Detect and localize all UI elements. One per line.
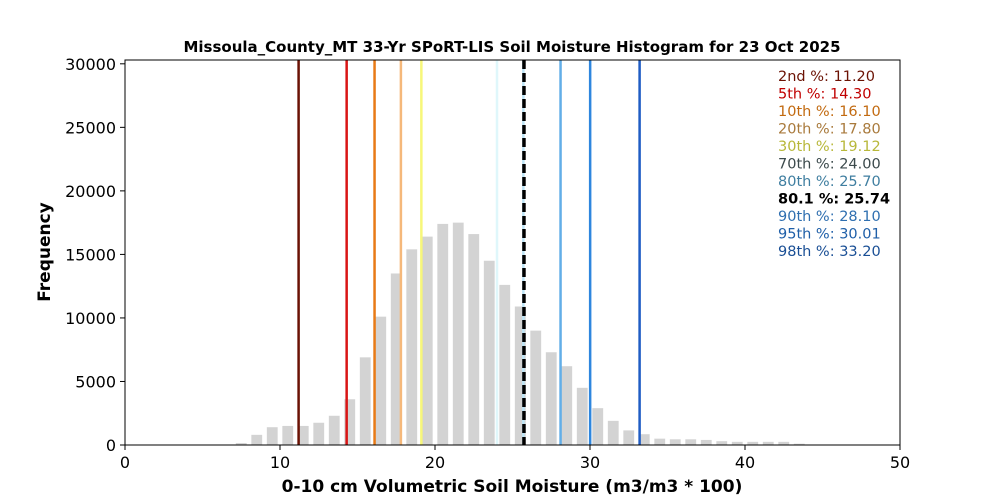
histogram-bar <box>685 439 697 445</box>
histogram-bar <box>452 222 464 445</box>
histogram-bar <box>313 422 325 445</box>
histogram-bar <box>483 260 495 445</box>
histogram-bar <box>421 236 433 445</box>
percentile-legend-entry: 80th %: 25.70 <box>778 174 881 190</box>
histogram-bar <box>607 420 619 445</box>
histogram-bar <box>747 441 759 445</box>
y-tick-label: 20000 <box>65 182 116 201</box>
plot-frame <box>124 59 901 446</box>
histogram-bar <box>514 306 526 445</box>
histogram-bar <box>251 434 263 445</box>
bars-layer <box>235 222 805 445</box>
percentile-lines-layer <box>297 60 641 445</box>
histogram-bar <box>592 408 604 445</box>
histogram-bar <box>390 273 402 445</box>
y-tick-label: 25000 <box>65 118 116 137</box>
histogram-bar <box>235 443 247 445</box>
histogram-bar <box>700 439 712 445</box>
histogram-bar <box>359 357 371 445</box>
y-tick-label: 30000 <box>65 55 116 74</box>
histogram-bar <box>468 234 480 445</box>
histogram-bar <box>669 439 681 445</box>
percentile-legend-entry: 98th %: 33.20 <box>778 244 881 260</box>
x-tick-label: 30 <box>580 453 600 472</box>
y-axis-ticks: 0 5000 10000 15000 20000 25000 30000 <box>65 55 125 455</box>
histogram-bar <box>406 249 418 445</box>
percentile-legend-entry: 30th %: 19.12 <box>778 139 881 155</box>
histogram-bar <box>530 330 542 445</box>
y-tick-label: 0 <box>106 436 116 455</box>
histogram-bar <box>328 415 340 445</box>
histogram-bar <box>716 441 728 445</box>
percentile-legend-entry: 10th %: 16.10 <box>778 104 881 120</box>
x-tick-label: 0 <box>120 453 130 472</box>
y-tick-label: 15000 <box>65 245 116 264</box>
histogram-bar <box>638 434 650 445</box>
percentile-legend-entry: 80.1 %: 25.74 <box>778 192 890 208</box>
percentile-legend-entry: 90th %: 28.10 <box>778 209 881 225</box>
percentile-legend-entry: 2nd %: 11.20 <box>778 69 875 85</box>
histogram-bar <box>344 399 356 445</box>
histogram-bar <box>654 438 666 445</box>
histogram-bar <box>297 425 309 445</box>
histogram-bar <box>576 387 588 445</box>
histogram-bar <box>762 441 774 445</box>
percentile-legend-entry: 5th %: 14.30 <box>778 87 872 103</box>
percentile-legend-entry: 20th %: 17.80 <box>778 122 881 138</box>
histogram-bar <box>623 430 635 445</box>
histogram-bar <box>437 223 449 445</box>
histogram-bar <box>282 425 294 445</box>
percentile-legend-entry: 70th %: 24.00 <box>778 157 881 173</box>
x-tick-label: 40 <box>735 453 755 472</box>
histogram-bar <box>793 443 805 445</box>
histogram-bar <box>266 427 278 445</box>
y-tick-label: 10000 <box>65 309 116 328</box>
y-axis-label: Frequency <box>35 202 55 302</box>
percentile-legend-entry: 95th %: 30.01 <box>778 227 881 243</box>
histogram-bar <box>731 441 743 445</box>
y-tick-label: 5000 <box>75 372 116 391</box>
histogram-bar <box>561 366 573 445</box>
histogram-bar <box>778 441 790 445</box>
chart-title: Missoula_County_MT 33-Yr SPoRT-LIS Soil … <box>183 38 840 56</box>
x-axis-label: 0-10 cm Volumetric Soil Moisture (m3/m3 … <box>282 477 743 497</box>
histogram-bar <box>375 316 387 445</box>
histogram-bar <box>545 352 557 445</box>
x-axis-ticks: 0 10 20 30 40 50 <box>120 445 910 472</box>
x-tick-label: 50 <box>890 453 910 472</box>
histogram-bar <box>499 284 511 445</box>
x-tick-label: 10 <box>270 453 290 472</box>
x-tick-label: 20 <box>425 453 445 472</box>
